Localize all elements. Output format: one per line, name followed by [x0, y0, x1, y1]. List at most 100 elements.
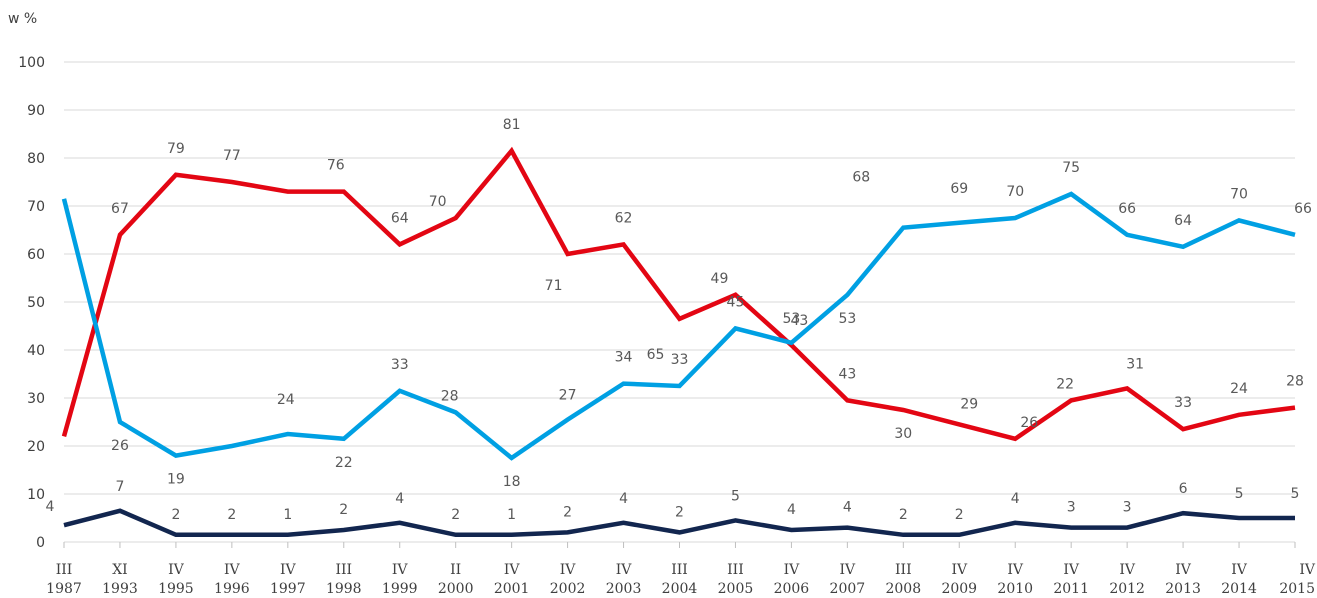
series-line-blue — [61, 191, 1296, 461]
x-tick-period: IV — [1119, 562, 1136, 578]
data-label-blue: 69 — [950, 181, 968, 197]
x-tick-period: XI — [112, 562, 128, 578]
x-tick-year: 1997 — [270, 581, 306, 597]
data-label-blue: 33 — [671, 352, 689, 368]
x-tick-period: IV — [168, 562, 185, 578]
x-tick-year: 2000 — [438, 581, 474, 597]
data-label-navy: 2 — [563, 504, 572, 520]
y-tick-label: 50 — [27, 295, 45, 311]
data-label-navy: 2 — [227, 507, 236, 523]
y-tick-label: 30 — [27, 391, 45, 407]
y-tick-label: 60 — [27, 247, 45, 263]
data-label-navy: 2 — [955, 507, 964, 523]
data-label-red: 71 — [545, 278, 563, 294]
gridlines — [64, 61, 1295, 543]
data-label-blue: 66 — [1118, 201, 1136, 217]
x-tick-year: 2004 — [662, 581, 698, 597]
x-tick-period: IV — [1007, 562, 1024, 578]
data-label-blue: 43 — [790, 313, 808, 329]
x-tick-period: IV — [1175, 562, 1192, 578]
x-tick-period: IV — [616, 562, 633, 578]
data-label-blue: 28 — [441, 388, 459, 404]
data-label-red: 30 — [894, 426, 912, 442]
x-tick-year: 2011 — [1053, 581, 1089, 597]
data-label-navy: 5 — [1291, 486, 1300, 502]
data-label-red: 43 — [838, 366, 856, 382]
data-label-red: 81 — [503, 117, 521, 133]
x-tick-period: IV — [784, 562, 801, 578]
y-tick-label: 40 — [27, 343, 45, 359]
x-tick-period: IV — [840, 562, 857, 578]
x-tick-year: 2015 — [1279, 581, 1315, 597]
data-label-red: 22 — [1056, 376, 1074, 392]
data-label-red: 79 — [167, 141, 185, 157]
x-tick-year: 2005 — [718, 581, 754, 597]
x-tick-period: IV — [224, 562, 241, 578]
x-tick-year: 2014 — [1221, 581, 1257, 597]
data-label-red: 28 — [1286, 374, 1304, 390]
data-label-red: 62 — [615, 210, 633, 226]
x-tick-period: IV — [392, 562, 409, 578]
data-label-navy: 1 — [507, 507, 516, 523]
y-tick-label: 100 — [18, 55, 45, 71]
data-label-blue: 70 — [1230, 186, 1248, 202]
x-tick-year: 2006 — [774, 581, 810, 597]
x-tick-period: III — [727, 562, 744, 578]
x-tick-year: 2003 — [606, 581, 642, 597]
x-tick-year: 2008 — [885, 581, 921, 597]
data-label-blue: 18 — [503, 474, 521, 490]
y-axis-unit-label: w % — [8, 11, 37, 27]
data-label-red: 53 — [782, 311, 800, 327]
y-tick-label: 70 — [27, 199, 45, 215]
x-tick-year: 1987 — [46, 581, 82, 597]
data-label-navy: 2 — [899, 507, 908, 523]
y-tick-label: 0 — [36, 535, 45, 551]
data-label-red: 76 — [327, 158, 345, 174]
series-lines — [61, 146, 1296, 538]
x-axis-ticks: III 1987 XI 1993 IV 1995 IV 1996 IV 1997 III 1998 IV… — [46, 542, 1316, 597]
data-label-blue: 53 — [838, 311, 856, 327]
x-tick-period: IV — [1231, 562, 1248, 578]
data-label-red: 31 — [1126, 356, 1144, 372]
y-axis-ticks: 0 10 20 30 40 50 60 70 80 90 100 — [18, 55, 45, 551]
data-label-red: 33 — [1174, 395, 1192, 411]
data-label-navy: 5 — [1235, 486, 1244, 502]
y-tick-label: 10 — [27, 487, 45, 503]
data-label-blue: 34 — [615, 350, 633, 366]
data-label-red: 70 — [429, 194, 447, 210]
x-tick-year: 2002 — [550, 581, 586, 597]
x-tick-year: 2010 — [997, 581, 1033, 597]
data-label-navy: 4 — [395, 491, 404, 507]
series-line-navy — [63, 508, 1295, 538]
x-tick-period: IV — [280, 562, 297, 578]
x-tick-period: IV — [504, 562, 521, 578]
data-label-blue: 45 — [727, 294, 745, 310]
data-label-blue: 75 — [1062, 160, 1080, 176]
data-label-red: 26 — [1020, 415, 1038, 431]
x-tick-year: 1998 — [326, 581, 362, 597]
data-label-blue: 64 — [1174, 213, 1192, 229]
data-label-blue: 33 — [391, 357, 409, 373]
y-tick-label: 90 — [27, 103, 45, 119]
x-tick-year: 2012 — [1109, 581, 1145, 597]
data-label-navy: 7 — [115, 479, 124, 495]
data-label-blue: 27 — [559, 388, 577, 404]
data-label-navy: 5 — [731, 488, 740, 504]
data-label-navy: 3 — [1123, 500, 1132, 516]
data-label-blue: 24 — [277, 392, 295, 408]
x-tick-period: III — [895, 562, 912, 578]
data-label-navy: 6 — [1179, 481, 1188, 497]
x-tick-period: III — [335, 562, 352, 578]
x-tick-year: 2001 — [494, 581, 530, 597]
x-tick-period: IV — [560, 562, 577, 578]
data-label-blue: 22 — [335, 455, 353, 471]
data-label-blue: 70 — [1006, 184, 1024, 200]
data-label-red: 29 — [960, 396, 978, 412]
x-tick-period: III — [671, 562, 688, 578]
x-tick-year: 1999 — [382, 581, 418, 597]
data-label-navy: 4 — [787, 502, 796, 518]
x-tick-period: IV — [951, 562, 968, 578]
y-tick-label: 80 — [27, 151, 45, 167]
data-label-blue: 66 — [1294, 201, 1312, 217]
data-label-red: 77 — [223, 148, 241, 164]
